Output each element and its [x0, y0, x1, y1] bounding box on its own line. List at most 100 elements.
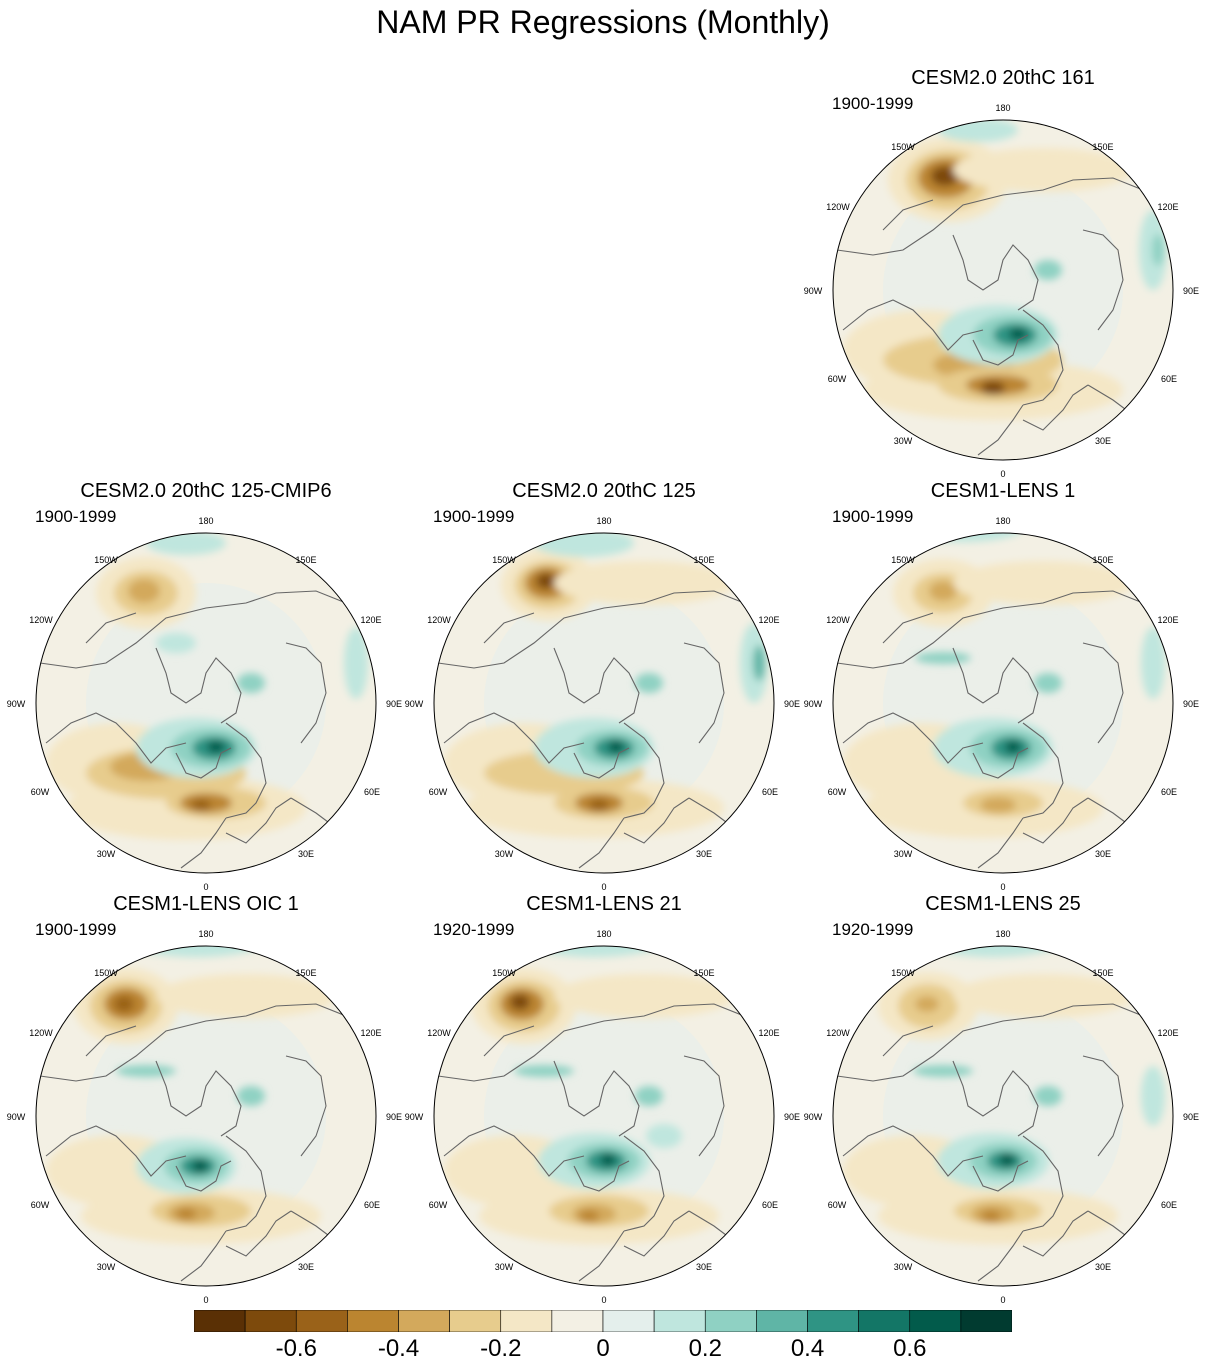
coastline	[45, 712, 187, 764]
colorbar-tick: 0.4	[790, 1335, 825, 1362]
anomaly-region	[579, 1210, 599, 1222]
longitude-label: 60E	[1161, 374, 1177, 384]
coastline	[39, 1003, 367, 1082]
anomaly-region	[1009, 328, 1027, 340]
coastline	[1022, 1135, 1064, 1232]
coastline	[443, 1125, 585, 1177]
coastline	[443, 712, 585, 764]
map-panel: CESM2.0 20thC 125-CMIP6 1900-1999 180 0 15…	[6, 479, 406, 892]
coastline	[285, 1055, 327, 1157]
colorbar-swatch	[500, 1310, 553, 1332]
panel-title: CESM1-LENS OIC 1	[113, 893, 299, 915]
longitude-label: 60W	[429, 787, 448, 797]
anomaly-region	[510, 994, 530, 1010]
colorbar-swatch	[347, 1310, 399, 1332]
longitude-label: 30E	[696, 849, 712, 859]
coastline	[836, 1003, 1164, 1082]
coastline	[553, 647, 640, 724]
longitude-label: 30E	[1095, 849, 1111, 859]
longitude-label: 90E	[1183, 699, 1199, 709]
colorbar-swatch	[807, 1310, 859, 1332]
colorbar-tick: 0.6	[893, 1335, 927, 1362]
coastline	[882, 199, 934, 231]
longitude-label: 180	[995, 516, 1010, 526]
anomaly-region	[646, 1124, 682, 1148]
coastline	[972, 1160, 1029, 1192]
longitude-label: 150E	[693, 555, 714, 565]
coastline	[1082, 1055, 1124, 1157]
coastline	[578, 817, 625, 869]
anomaly-region	[931, 166, 959, 186]
longitude-label: 120E	[1157, 202, 1178, 212]
anomaly-region	[953, 974, 1133, 1018]
longitude-label: 0	[1000, 1295, 1005, 1305]
longitude-label: 90E	[784, 1112, 800, 1122]
longitude-label: 120E	[1157, 615, 1178, 625]
coastline	[573, 747, 630, 779]
longitude-label: 150W	[891, 142, 915, 152]
coastline	[972, 334, 1029, 366]
longitude-label: 60W	[828, 787, 847, 797]
anomaly-region	[1152, 234, 1164, 266]
coastline	[1082, 229, 1124, 331]
longitude-label: 150E	[295, 968, 316, 978]
coastline	[39, 590, 367, 669]
longitude-label: 180	[198, 516, 213, 526]
longitude-label: 90W	[804, 286, 823, 296]
polar-map: 180 0 150W 150E 120W 120E 90W 90E 60W 60E 30W 30E	[7, 929, 402, 1305]
map-border	[832, 119, 1174, 461]
anomaly-region	[1141, 627, 1165, 699]
longitude-label: 150E	[1092, 968, 1113, 978]
coastline	[882, 1025, 934, 1057]
colorbar-swatch	[704, 1310, 757, 1332]
coastline	[483, 1025, 535, 1057]
longitude-label: 150W	[891, 555, 915, 565]
coastline	[836, 177, 1164, 256]
anomaly-region	[514, 1065, 574, 1077]
coastline	[683, 642, 725, 744]
coastline	[225, 797, 292, 844]
longitude-label: 60W	[828, 374, 847, 384]
longitude-label: 30W	[97, 1262, 116, 1272]
anomaly-region	[126, 946, 266, 957]
panel-period: 1900-1999	[832, 94, 914, 113]
colorbar-tick: 0	[596, 1335, 610, 1362]
longitude-label: 120E	[1157, 1028, 1178, 1038]
anomaly-region	[344, 627, 368, 699]
coastline	[578, 1230, 625, 1282]
longitude-label: 30W	[495, 1262, 514, 1272]
colorbar-tick: -0.2	[480, 1335, 522, 1362]
panel-title: CESM1-LENS 25	[925, 893, 1081, 915]
coastline	[180, 1230, 227, 1282]
longitude-label: 90E	[1183, 286, 1199, 296]
colorbar-swatch	[295, 1310, 348, 1332]
anomaly-region	[589, 799, 609, 811]
map-border	[35, 945, 377, 1287]
coastline	[483, 612, 535, 644]
panel-period: 1900-1999	[35, 920, 117, 939]
anomaly-region	[156, 974, 336, 1018]
anomaly-region	[114, 996, 134, 1012]
colorbar-swatch	[653, 1310, 706, 1332]
map-panel: CESM2.0 20thC 125 1900-1999 180 0 150W 150E…	[404, 479, 804, 892]
anomaly-region	[980, 797, 1016, 813]
coastline	[623, 1210, 690, 1257]
coastline	[553, 1060, 640, 1137]
longitude-label: 30W	[495, 849, 514, 859]
anomaly-region	[999, 1154, 1015, 1166]
anomaly-region	[600, 1154, 616, 1166]
anomaly-region	[1034, 1086, 1062, 1106]
longitude-label: 150E	[295, 555, 316, 565]
coastline	[155, 647, 242, 724]
longitude-label: 90W	[405, 1112, 424, 1122]
longitude-label: 60E	[762, 787, 778, 797]
coastline	[623, 722, 665, 819]
coastline	[977, 817, 1024, 869]
longitude-label: 0	[203, 882, 208, 892]
coastline	[683, 1055, 725, 1157]
colorbar-swatch	[960, 1310, 1012, 1332]
colorbar-swatch	[398, 1310, 450, 1332]
coastline	[1022, 309, 1064, 406]
coastline	[952, 234, 1039, 311]
coastline	[623, 797, 690, 844]
